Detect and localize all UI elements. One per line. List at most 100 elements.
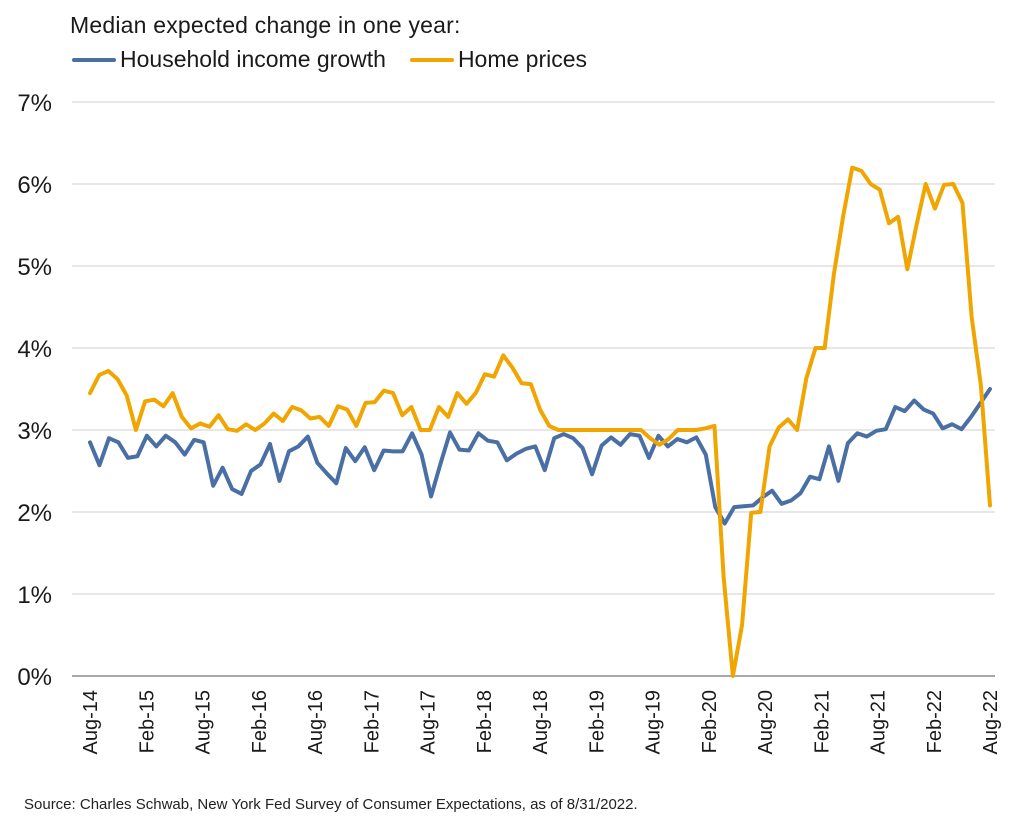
data-point-1 — [346, 408, 348, 411]
legend-label-income: Household income growth — [120, 46, 386, 72]
data-point-0 — [203, 441, 205, 443]
data-point-1 — [768, 445, 771, 447]
x-tick-label: Aug-14 — [80, 690, 102, 755]
data-point-0 — [780, 503, 783, 505]
data-point-0 — [525, 448, 527, 450]
data-point-1 — [787, 418, 789, 420]
data-point-1 — [686, 429, 688, 431]
data-point-1 — [116, 378, 119, 380]
data-point-0 — [809, 476, 811, 478]
data-point-1 — [805, 377, 807, 379]
data-point-1 — [594, 429, 596, 431]
data-point-1 — [410, 406, 413, 408]
x-tick-label: Feb-18 — [474, 690, 496, 753]
data-point-0 — [923, 408, 925, 411]
data-point-0 — [316, 462, 318, 464]
data-point-0 — [648, 457, 650, 459]
data-point-1 — [217, 414, 220, 416]
data-point-0 — [913, 399, 915, 402]
data-point-1 — [254, 429, 256, 431]
data-point-1 — [814, 347, 817, 349]
data-point-0 — [184, 454, 186, 456]
data-point-0 — [335, 482, 337, 484]
data-point-0 — [392, 450, 394, 452]
y-tick-label: 3% — [17, 418, 52, 445]
data-point-1 — [126, 394, 128, 397]
data-point-1 — [631, 429, 633, 431]
x-axis-tick-labels: Aug-14 Feb-15 Aug-15 Feb-16 Aug-16 Feb-17 Aug-… — [80, 690, 1002, 755]
data-point-1 — [263, 422, 266, 425]
data-point-0 — [989, 388, 991, 390]
x-tick-label: Feb-20 — [699, 690, 721, 753]
data-point-1 — [713, 425, 716, 427]
data-point-1 — [943, 184, 945, 186]
data-point-1 — [576, 429, 578, 431]
data-point-0 — [951, 423, 953, 425]
data-point-1 — [971, 316, 973, 318]
data-point-0 — [885, 428, 887, 430]
data-point-1 — [833, 273, 835, 275]
data-point-1 — [107, 370, 109, 372]
data-point-0 — [146, 435, 148, 437]
data-point-0 — [676, 438, 678, 440]
data-point-0 — [762, 496, 764, 498]
data-point-1 — [667, 438, 670, 440]
data-point-0 — [354, 460, 356, 462]
data-point-0 — [837, 480, 840, 482]
data-point-0 — [799, 492, 802, 494]
data-point-1 — [493, 376, 495, 378]
data-point-1 — [245, 423, 247, 425]
data-point-1 — [732, 675, 734, 677]
data-point-0 — [705, 454, 707, 456]
data-point-0 — [515, 453, 517, 455]
data-point-1 — [723, 577, 725, 579]
data-point-1 — [677, 429, 679, 431]
data-point-1 — [227, 428, 229, 430]
data-point-1 — [539, 408, 541, 411]
data-point-0 — [250, 470, 252, 472]
y-tick-label: 7% — [17, 90, 52, 117]
data-point-0 — [307, 435, 309, 438]
data-point-1 — [952, 183, 954, 185]
data-point-0 — [108, 437, 110, 439]
data-point-0 — [979, 402, 982, 404]
data-point-1 — [447, 416, 449, 418]
data-point-1 — [420, 429, 422, 431]
data-point-0 — [638, 435, 641, 437]
data-point-1 — [704, 427, 706, 429]
data-point-1 — [521, 382, 523, 384]
data-point-0 — [572, 437, 574, 439]
data-point-1 — [438, 406, 440, 408]
data-point-0 — [686, 441, 688, 443]
data-point-0 — [127, 457, 129, 459]
data-point-0 — [752, 504, 754, 507]
data-point-1 — [364, 402, 367, 404]
legend-item-income: Household income growth — [72, 46, 386, 73]
data-point-0 — [714, 506, 716, 508]
data-point-0 — [743, 505, 745, 507]
x-tick-label: Aug-22 — [980, 690, 1002, 755]
data-point-1 — [392, 392, 394, 394]
data-point-1 — [236, 430, 238, 432]
data-point-1 — [89, 392, 91, 394]
x-tick-label: Aug-19 — [643, 690, 665, 755]
data-point-0 — [856, 432, 858, 434]
y-tick-label: 5% — [17, 254, 52, 281]
data-point-1 — [190, 427, 192, 429]
data-point-1 — [925, 183, 927, 185]
y-tick-label: 0% — [17, 664, 52, 691]
x-tick-label: Aug-17 — [418, 690, 440, 755]
data-point-1 — [153, 399, 155, 401]
data-point-0 — [724, 522, 726, 525]
series-lines — [88, 165, 992, 678]
data-point-1 — [778, 426, 780, 429]
data-point-1 — [870, 183, 872, 185]
data-point-1 — [860, 170, 863, 172]
data-point-1 — [475, 392, 477, 394]
data-point-1 — [566, 429, 569, 431]
data-point-1 — [640, 429, 642, 431]
data-point-1 — [879, 189, 881, 191]
data-point-1 — [98, 374, 100, 376]
y-tick-label: 6% — [17, 172, 52, 199]
legend-swatch-home-prices — [409, 57, 454, 62]
